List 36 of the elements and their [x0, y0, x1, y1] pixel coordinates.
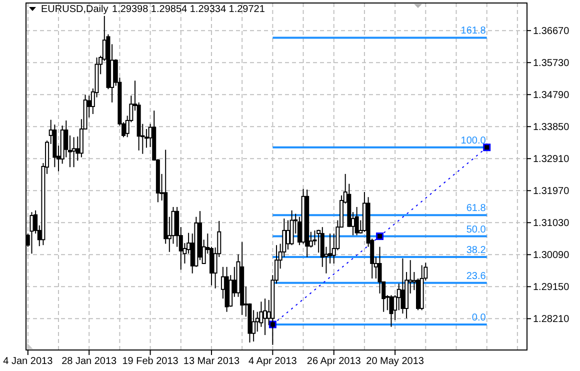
y-tick-label: 1.33850: [533, 122, 570, 134]
annotation: 50.0: [466, 224, 486, 236]
annotation: 161.8: [460, 26, 486, 37]
x-tick-label: 28 Jan 2013: [62, 356, 118, 367]
candlestick: [354, 206, 359, 236]
annotation: 61.8: [466, 203, 486, 214]
candlestick: [286, 220, 290, 250]
y-tick-label: 1.30090: [533, 250, 570, 262]
point: [376, 232, 384, 240]
x-tick-label: 20 May 2013: [366, 356, 424, 367]
annotation: 38.2: [466, 245, 486, 256]
x-tick-label: 19 Feb 2013: [122, 356, 179, 367]
y-tick-label: 1.28210: [533, 314, 570, 326]
annotation: 23.6: [466, 270, 486, 282]
x-tick-label: 26 Apr 2013: [306, 356, 362, 367]
candlestick: [263, 298, 268, 336]
y-tick-label: 1.31970: [533, 186, 570, 198]
point: [483, 144, 491, 152]
y-tick-label: 1.35730: [533, 58, 570, 70]
chart-subtitle: 1.29398 1.29854 1.29334 1.29721: [112, 4, 266, 15]
candlestick: [30, 212, 34, 254]
y-tick-label: 1.34790: [533, 90, 570, 102]
y-tick-label: 1.29150: [533, 282, 570, 294]
candlestick: [400, 258, 405, 314]
annotation: 100.0: [460, 135, 486, 146]
y-tick-label: 1.31030: [533, 218, 570, 230]
x-tick-label: 13 Mar 2013: [183, 356, 240, 367]
y-tick-label: 1.36670: [533, 26, 570, 38]
candlestick: [389, 294, 394, 328]
candlestick: [290, 210, 294, 246]
x-tick-label: 4 Apr 2013: [248, 356, 298, 367]
x-tick-label: 4 Jan 2013: [3, 356, 54, 367]
annotation: 0.0: [472, 312, 486, 324]
y-tick-label: 1.32910: [533, 154, 570, 166]
chart-title: EURUSD,Daily: [41, 4, 108, 15]
candlestick: [72, 136, 76, 168]
